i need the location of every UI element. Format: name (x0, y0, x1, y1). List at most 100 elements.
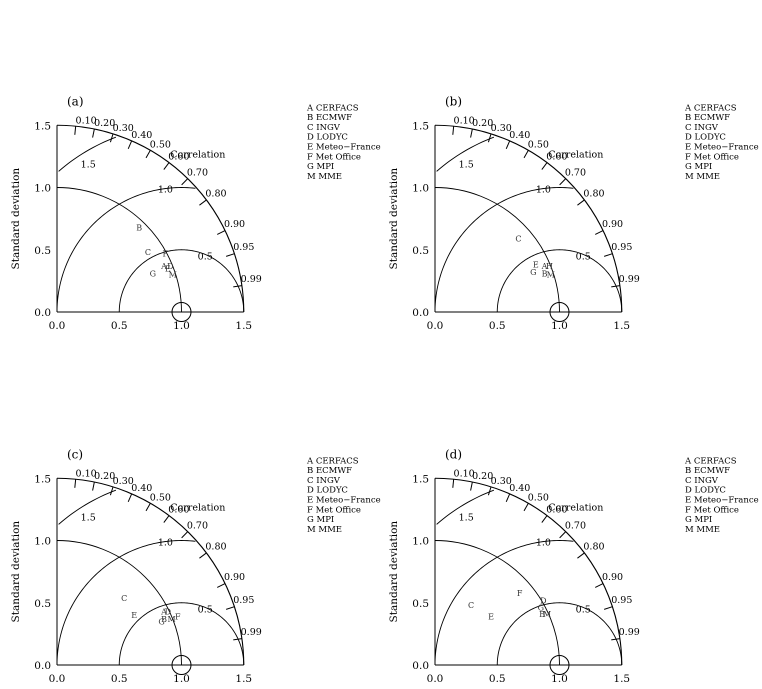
model-point: G (530, 268, 536, 277)
y-tick-label: 0.5 (412, 245, 429, 257)
correlation-tick (233, 638, 242, 641)
std-ref-arc (56, 187, 182, 313)
rms-contour-0.5 (118, 602, 245, 666)
rms-contour-label: 1.5 (459, 513, 474, 524)
model-point: E (165, 264, 171, 273)
model-point: A (160, 262, 167, 271)
rms-contour-1.5 (58, 489, 117, 525)
correlation-tick (577, 199, 585, 206)
legend-entry: G MPI (307, 162, 334, 172)
correlation-tick-label: 0.70 (187, 521, 208, 532)
correlation-tick-label: 0.30 (491, 123, 512, 134)
model-point: D (167, 262, 173, 271)
x-tick-label: 0.5 (111, 673, 128, 685)
legend-entry: M MME (685, 525, 720, 535)
legend-entry: G MPI (685, 162, 712, 172)
model-point: A (160, 607, 167, 616)
correlation-tick-label: 0.99 (619, 274, 640, 285)
legend-entry: B ECMWF (685, 466, 730, 476)
x-tick-label: 0.0 (427, 320, 444, 332)
correlation-tick-label: 0.40 (131, 130, 152, 141)
legend-entry: B ECMWF (307, 466, 352, 476)
correlation-tick (505, 493, 511, 503)
correlation-tick-label: 0.10 (76, 468, 97, 479)
y-tick-label: 0.5 (34, 598, 51, 610)
y-tick-label: 1.0 (412, 183, 429, 195)
correlation-tick (541, 162, 548, 170)
correlation-tick (452, 126, 455, 135)
y-axis-label: Standard deviation (388, 168, 400, 270)
std-ref-arc (434, 540, 560, 666)
correlation-tick (92, 128, 95, 138)
rms-contour-label: 1.5 (459, 160, 474, 171)
correlation-tick (163, 515, 170, 523)
model-point: C (121, 594, 127, 603)
correlation-tick-label: 0.95 (233, 595, 254, 606)
correlation-tick-label: 0.40 (131, 483, 152, 494)
x-tick-label: 1.0 (173, 673, 190, 685)
correlation-tick (217, 583, 226, 588)
y-tick-label: 0.0 (412, 307, 429, 319)
correlation-tick-label: 0.60 (168, 152, 189, 163)
rms-contour-1.0 (434, 187, 574, 313)
outer-std-arc (434, 124, 623, 313)
correlation-tick-label: 0.20 (472, 471, 493, 482)
legend-entry: E Meteo−France (307, 495, 381, 505)
correlation-tick (145, 150, 151, 159)
rms-contour-label: 1.0 (536, 537, 551, 548)
correlation-tick (487, 133, 492, 143)
correlation-tick-label: 0.40 (509, 130, 530, 141)
rms-contour-0.5 (496, 602, 623, 666)
correlation-tick-label: 0.99 (241, 627, 262, 638)
correlation-tick (163, 162, 170, 170)
y-tick-label: 1.0 (34, 183, 51, 195)
correlation-tick-label: 0.30 (113, 476, 134, 487)
x-tick-label: 0.0 (49, 673, 66, 685)
x-tick-label: 1.0 (551, 320, 568, 332)
correlation-tick-label: 0.90 (602, 219, 623, 230)
correlation-tick-label: 0.60 (546, 505, 567, 516)
correlation-tick-label: 0.80 (583, 189, 604, 200)
legend-entry: D LODYC (307, 486, 348, 496)
model-point: G (150, 269, 156, 278)
model-point: F (163, 249, 169, 258)
x-tick-label: 1.5 (613, 673, 630, 685)
correlation-label: Correlation (548, 150, 603, 161)
correlation-label: Correlation (170, 503, 225, 514)
correlation-tick-label: 0.90 (602, 572, 623, 583)
std-ref-arc (434, 187, 560, 313)
correlation-tick-label: 0.80 (205, 542, 226, 553)
correlation-tick-label: 0.99 (241, 274, 262, 285)
legend-entry: B ECMWF (307, 113, 352, 123)
y-tick-label: 0.5 (412, 598, 429, 610)
correlation-tick (109, 133, 114, 143)
model-point: M (543, 610, 551, 619)
taylor-panel-4: 1.5 1.0 0.5 0.0 0.5 1.0 1.5 0.0 0.5 1.0 1.5 Standar… (388, 447, 759, 685)
correlation-tick (74, 479, 77, 488)
correlation-tick (559, 178, 567, 186)
taylor-panel-3: 1.5 1.0 0.5 0.0 0.5 1.0 1.5 0.0 0.5 1.0 1.5 Standar… (10, 447, 381, 685)
correlation-tick-label: 0.95 (611, 242, 632, 253)
rms-contour-1.0 (56, 187, 196, 313)
legend-entry: F Met Office (307, 152, 361, 162)
correlation-tick-label: 0.60 (168, 505, 189, 516)
model-point: E (488, 612, 494, 621)
model-point: F (517, 589, 523, 598)
y-tick-label: 1.0 (34, 536, 51, 548)
legend-entry: G MPI (685, 515, 712, 525)
y-tick-label: 0.0 (34, 660, 51, 672)
y-tick-label: 0.0 (412, 660, 429, 672)
legend-entry: E Meteo−France (685, 142, 759, 152)
correlation-tick (127, 140, 133, 150)
model-point: E (131, 611, 137, 620)
x-tick-label: 1.5 (235, 673, 252, 685)
rms-contour-label: 1.0 (158, 537, 173, 548)
x-tick-label: 1.0 (551, 673, 568, 685)
legend-entry: F Met Office (307, 505, 361, 515)
correlation-tick (603, 606, 613, 610)
model-point: B (539, 610, 545, 619)
x-tick-label: 0.5 (111, 320, 128, 332)
legend-entry: G MPI (307, 515, 334, 525)
rms-contour-1.0 (56, 540, 196, 666)
correlation-tick (181, 178, 189, 186)
